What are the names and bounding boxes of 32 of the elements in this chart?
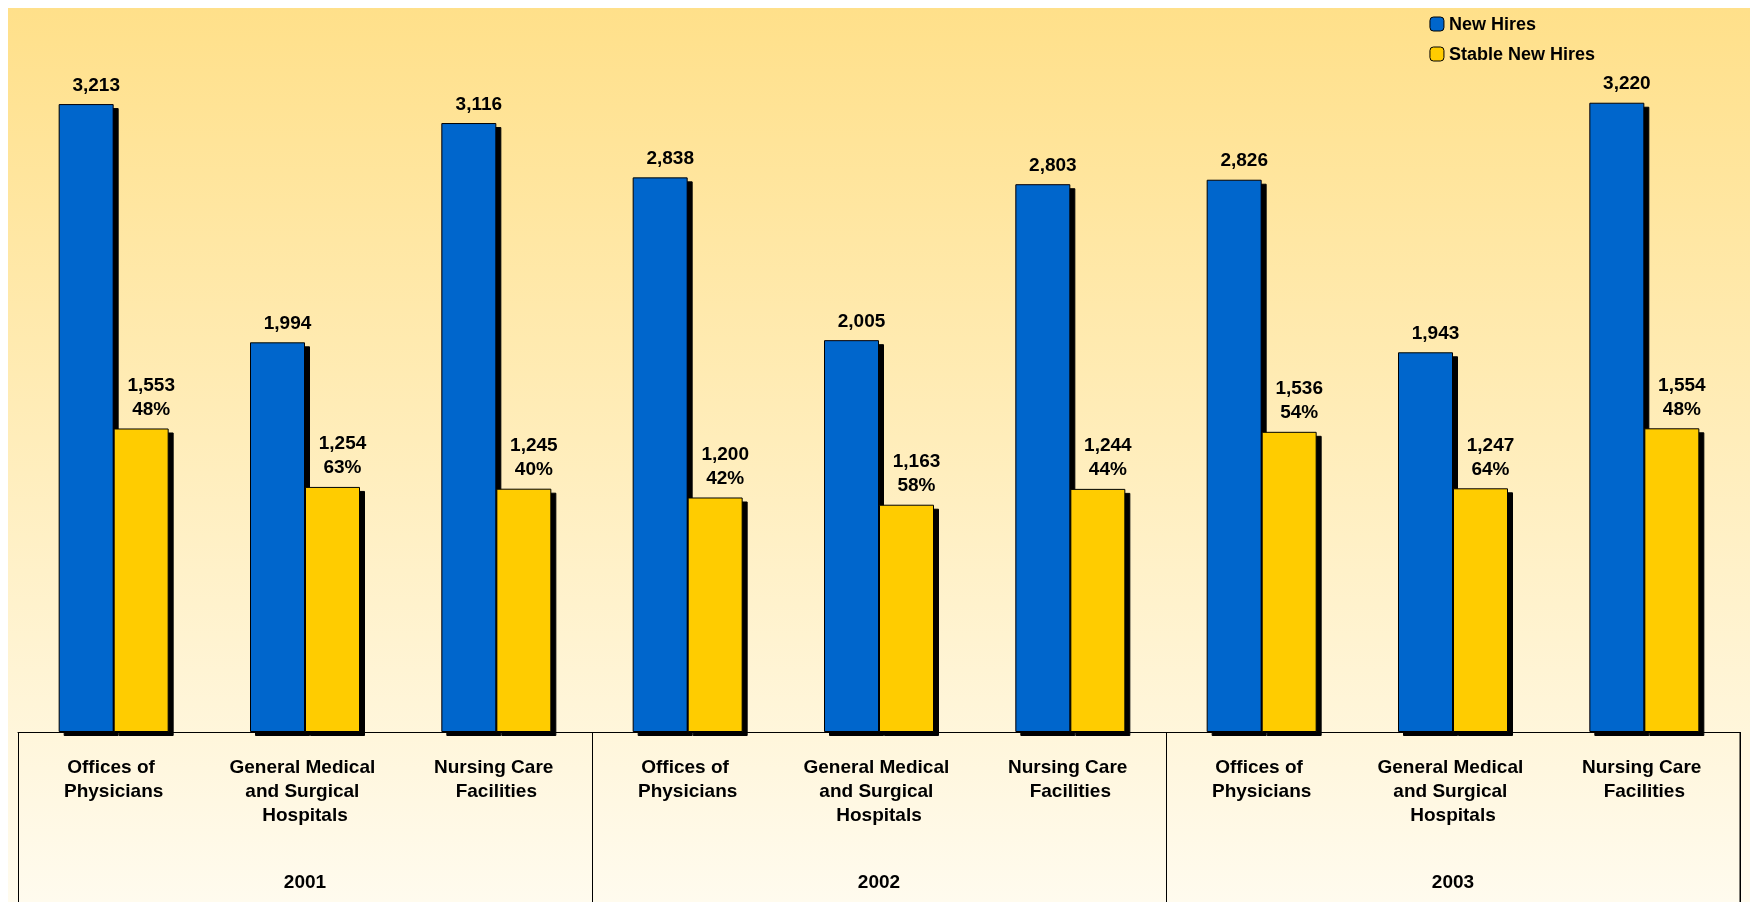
data-label: 1,244 44% [1084,434,1133,480]
text: 2002 [857,871,901,892]
x-tick-label: General Medical and Surgical Hospitals [229,755,381,825]
data-label: 2,826 [1220,149,1268,171]
data-label: 1,536 54% [1275,377,1323,423]
legend-label: New Hires [1448,14,1536,34]
x-tick-label: Offices of Physicians [1212,755,1312,801]
data-label: 1,163 58% [892,450,941,496]
data-label: 1,943 [1411,321,1460,343]
legend-label: Stable New Hires [1448,44,1596,64]
data-label: 2,803 [1029,153,1077,175]
x-tick-label: Nursing Care Facilities [434,755,559,801]
x-tick-label: Offices of Physicians [638,755,738,801]
x-tick-label: General Medical and Surgical Hospitals [1377,755,1529,825]
data-label: 3,220 [1603,72,1651,94]
data-label: 1,200 42% [701,442,749,488]
data-label: 1,245 40% [510,434,559,480]
data-label: 2,005 [837,309,886,331]
data-label: 2,838 [646,146,694,168]
text: 2001 [283,871,327,892]
data-label: 3,116 [455,92,503,114]
data-label: 3,213 [72,73,120,95]
data-label: 1,553 48% [127,374,175,419]
x-tick-label: Nursing Care Facilities [1582,755,1707,801]
data-label: 1,554 48% [1658,373,1707,419]
data-label: 1,247 64% [1466,433,1515,479]
text: 2003 [1431,871,1475,892]
data-label: 1,994 [263,311,312,333]
data-label: 1,254 63% [318,432,367,478]
x-tick-label: Offices of Physicians [64,755,164,801]
x-tick-label: General Medical and Surgical Hospitals [803,755,955,825]
x-tick-label: Nursing Care Facilities [1008,755,1133,801]
